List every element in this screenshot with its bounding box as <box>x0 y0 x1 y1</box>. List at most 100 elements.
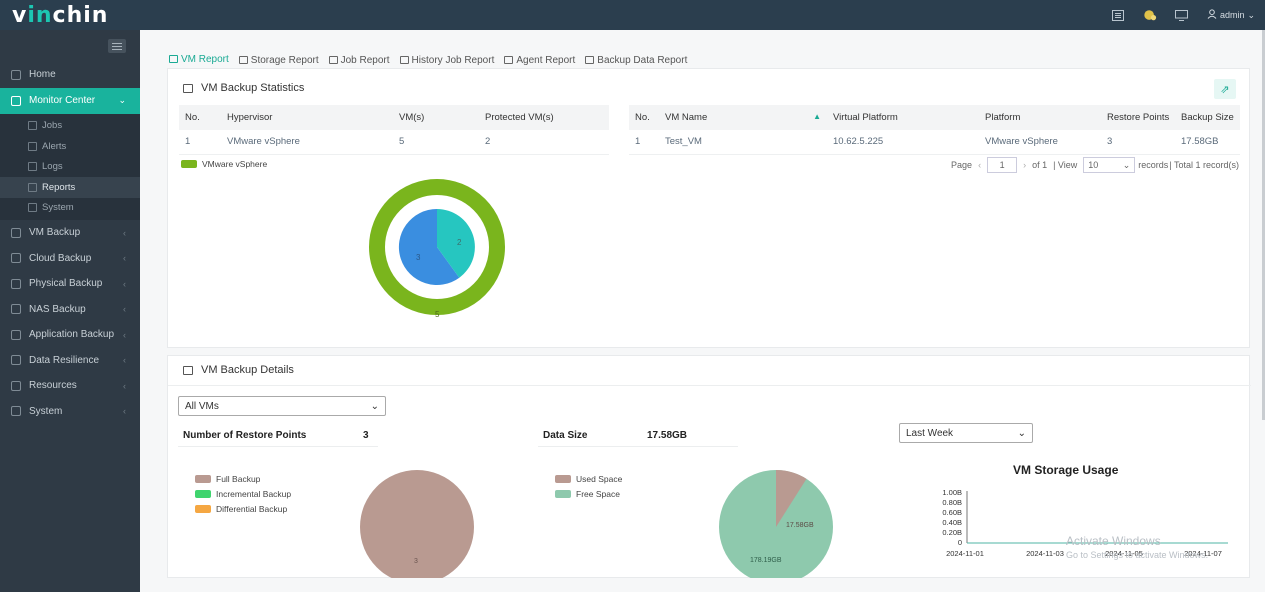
legend-swatch <box>555 490 571 498</box>
protection-donut-chart: 2 3 5 <box>369 179 505 319</box>
tab-job-report[interactable]: Job Report <box>328 50 391 70</box>
hypervisor-table: No. Hypervisor VM(s) Protected VM(s) 1 V… <box>179 105 609 155</box>
top-bar: vinchin admin ⌄ <box>0 0 1265 30</box>
y-tick-label: 0.80B <box>942 498 962 507</box>
sidebar-item-monitor-center[interactable]: Monitor Center ⌄ <box>0 87 140 114</box>
storage-usage-line-chart: 1.00B 0.80B 0.60B 0.40B 0.20B 0 2024-11-… <box>942 488 1228 558</box>
sidebar-item-application-backup[interactable]: Application Backup ‹ <box>0 322 140 348</box>
scrollbar[interactable] <box>1262 30 1265 420</box>
cloud-icon <box>11 253 21 264</box>
export-icon[interactable]: ⇗ <box>1214 79 1236 99</box>
legend-swatch <box>181 160 197 168</box>
column-header[interactable]: Platform <box>979 105 1101 130</box>
sidebar-subitem-reports[interactable]: Reports <box>0 177 140 198</box>
y-tick-label: 0.60B <box>942 508 962 517</box>
tab-storage-report[interactable]: Storage Report <box>238 50 320 70</box>
user-menu[interactable]: admin ⌄ <box>1207 9 1255 21</box>
column-header[interactable]: Protected VM(s) <box>479 105 609 130</box>
unprotected-slice[interactable] <box>398 208 460 285</box>
resources-icon <box>11 380 21 391</box>
chevron-left-icon: ‹ <box>123 304 126 315</box>
vinchin-logo[interactable]: vinchin <box>12 2 109 28</box>
x-tick-label: 2024-11-03 <box>1026 549 1064 558</box>
y-axis-ticks: 1.00B 0.80B 0.60B 0.40B 0.20B 0 <box>942 488 962 547</box>
activate-windows-watermark: Activate Windows <box>1066 534 1161 548</box>
x-tick-label: 2024-11-01 <box>946 549 984 558</box>
column-header[interactable]: Hypervisor <box>221 105 393 130</box>
column-header[interactable]: Virtual Platform <box>827 105 979 130</box>
time-range-select[interactable]: Last Week ⌄ <box>899 423 1033 443</box>
list-icon[interactable] <box>1111 9 1125 21</box>
legend-item[interactable]: VMware vSphere <box>181 159 267 169</box>
data-size-label: Data Size <box>543 430 588 441</box>
vm-backup-details-panel: VM Backup Details All VMs ⌄ Number of Res… <box>167 355 1251 578</box>
sidebar-item-cloud-backup[interactable]: Cloud Backup ‹ <box>0 246 140 272</box>
legend-item[interactable]: Used Space <box>555 474 622 484</box>
column-header[interactable]: Backup Size <box>1175 105 1240 130</box>
database-icon <box>585 56 595 64</box>
vm-select[interactable]: All VMs ⌄ <box>178 396 386 416</box>
monitor-submenu: Jobs Alerts Logs Reports System <box>0 113 140 220</box>
sidebar-item-nas-backup[interactable]: NAS Backup ‹ <box>0 297 140 323</box>
column-header[interactable]: VM Name ▲ <box>659 105 827 130</box>
sidebar-subitem-jobs[interactable]: Jobs <box>0 116 140 137</box>
sort-ascending-icon[interactable]: ▲ <box>813 112 821 121</box>
tab-vm-report[interactable]: VM Report <box>168 50 230 70</box>
column-header[interactable]: No. <box>629 105 659 130</box>
activate-windows-hint: Go to Settings to activate Windows. <box>1066 550 1209 560</box>
column-header[interactable]: VM(s) <box>393 105 479 130</box>
tab-backup-data-report[interactable]: Backup Data Report <box>584 50 688 70</box>
sidebar-item-vm-backup[interactable]: VM Backup ‹ <box>0 220 140 246</box>
sidebar-subitem-alerts[interactable]: Alerts <box>0 136 140 157</box>
x-axis-ticks: 2024-11-01 2024-11-03 2024-11-05 2024-11… <box>946 549 1222 558</box>
sidebar-item-resources[interactable]: Resources ‹ <box>0 373 140 399</box>
system-icon <box>11 406 21 417</box>
prev-page-icon[interactable]: ‹ <box>978 160 982 170</box>
column-header[interactable]: No. <box>179 105 221 130</box>
vm-table: No. VM Name ▲ Virtual Platform Platform R… <box>629 105 1240 155</box>
next-page-icon[interactable]: › <box>1023 160 1027 170</box>
legend-swatch <box>195 490 211 498</box>
legend-item[interactable]: Differential Backup <box>195 504 291 514</box>
sidebar-item-system[interactable]: System ‹ <box>0 399 140 425</box>
sidebar-subitem-system[interactable]: System <box>0 198 140 219</box>
tab-agent-report[interactable]: Agent Report <box>503 50 576 70</box>
chevron-left-icon: ‹ <box>123 253 126 264</box>
page-input[interactable]: 1 <box>987 157 1018 173</box>
sidebar-subitem-logs[interactable]: Logs <box>0 157 140 178</box>
table-row[interactable]: 1 Test_VM 10.62.5.225 VMware vSphere 3 1… <box>629 130 1240 155</box>
username: admin <box>1219 10 1245 20</box>
tab-history-job-report[interactable]: History Job Report <box>399 50 496 70</box>
menu-toggle-icon[interactable] <box>108 39 126 53</box>
calendar-icon <box>183 365 193 375</box>
vm-backup-statistics-panel: VM Backup Statistics ⇗ No. Hypervisor VM… <box>167 68 1250 348</box>
full-backup-slice[interactable] <box>360 470 474 578</box>
chevron-left-icon: ‹ <box>123 380 126 391</box>
legend-item[interactable]: Free Space <box>555 489 622 499</box>
legend-item[interactable]: Full Backup <box>195 474 291 484</box>
chevron-down-icon: ⌄ <box>1122 159 1131 170</box>
panel-title: VM Backup Details <box>183 364 294 376</box>
table-row[interactable]: 1 VMware vSphere 5 2 <box>179 130 609 155</box>
storage-usage-chart-title: VM Storage Usage <box>1013 463 1119 477</box>
protected-label: 2 <box>457 238 462 247</box>
sidebar-item-physical-backup[interactable]: Physical Backup ‹ <box>0 271 140 297</box>
logs-icon <box>28 162 37 172</box>
report-tabs: VM Report Storage Report Job Report Hist… <box>168 50 688 70</box>
total-vms-ring[interactable] <box>369 179 505 315</box>
application-icon <box>11 329 21 340</box>
legend-item[interactable]: Incremental Backup <box>195 489 291 499</box>
page-size-select[interactable]: 10 ⌄ <box>1083 157 1136 173</box>
monitor-screen-icon[interactable] <box>1175 9 1189 21</box>
sidebar: Home Monitor Center ⌄ Jobs Alerts Logs Re… <box>0 30 140 592</box>
total-label: 5 <box>435 310 440 319</box>
sidebar-item-data-resilience[interactable]: Data Resilience ‹ <box>0 348 140 374</box>
protected-slice[interactable] <box>437 209 475 278</box>
column-header[interactable]: Restore Points <box>1101 105 1175 130</box>
chevron-down-icon: ⌄ <box>118 95 126 105</box>
used-space-label: 17.58GB <box>786 522 814 529</box>
notification-bell-icon[interactable] <box>1143 9 1157 21</box>
used-space-slice[interactable] <box>776 470 807 527</box>
restore-points-value: 3 <box>363 430 369 441</box>
sidebar-item-home[interactable]: Home <box>0 62 140 88</box>
